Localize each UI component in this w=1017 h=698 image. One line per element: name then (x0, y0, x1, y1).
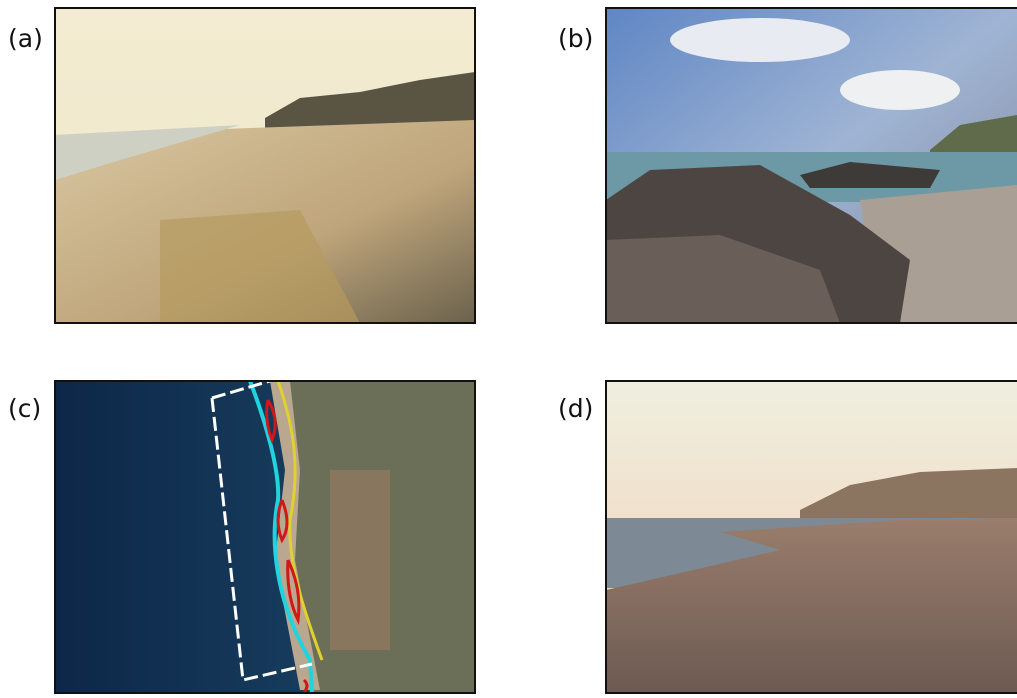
panel-label: (a) (8, 24, 43, 53)
photo-c (55, 381, 475, 693)
panel-label: (c) (8, 394, 41, 423)
photo-d (606, 381, 1017, 693)
panel-label: (d) (558, 394, 593, 423)
figure: (a) (b) (c) (d) (0, 0, 1017, 698)
page: (a) (b) (c) (d) (() => { const data = JS… (0, 0, 1017, 698)
panel-label: (b) (558, 24, 593, 53)
photo-a (55, 8, 475, 323)
photo-b (606, 8, 1017, 323)
